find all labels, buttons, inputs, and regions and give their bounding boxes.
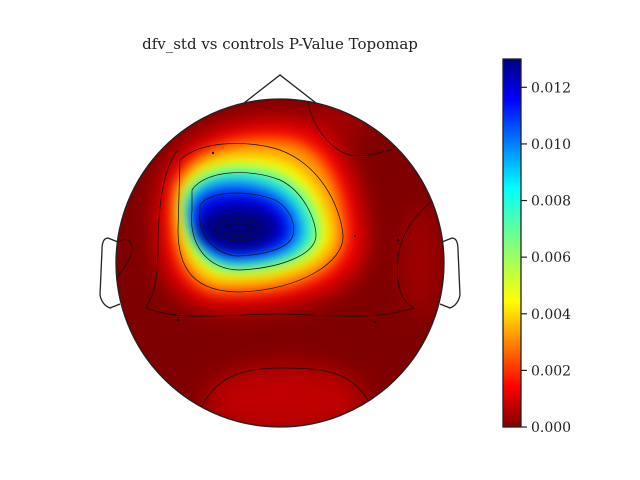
head-left-ear-outline: [99, 237, 121, 309]
topomap-field: [116, 99, 444, 427]
colorbar-tick-label: 0.006: [531, 250, 571, 266]
chart-title: dfv_std vs controls P-Value Topomap: [142, 35, 418, 53]
colorbar-tick-label: 0.008: [531, 194, 571, 210]
colorbar-tick-label: 0.002: [531, 363, 571, 379]
colorbar-tick-label: 0.012: [531, 80, 571, 96]
head-outline: [115, 98, 445, 428]
colorbar-tick-label: 0.000: [531, 420, 571, 436]
contour-lines: [117, 101, 439, 411]
head-nose-outline: [243, 74, 317, 104]
colorbar: 0.000 0.002 0.004 0.006 0.008 0.010 0.012: [502, 58, 571, 436]
colorbar-tick-label: 0.010: [531, 137, 571, 153]
sensor-markers: [176, 151, 400, 324]
head-right-ear-outline: [439, 237, 461, 309]
colorbar-ticks: 0.000 0.002 0.004 0.006 0.008 0.010 0.012: [521, 80, 571, 436]
colorbar-gradient: [502, 58, 522, 428]
colorbar-tick-label: 0.004: [531, 307, 571, 323]
